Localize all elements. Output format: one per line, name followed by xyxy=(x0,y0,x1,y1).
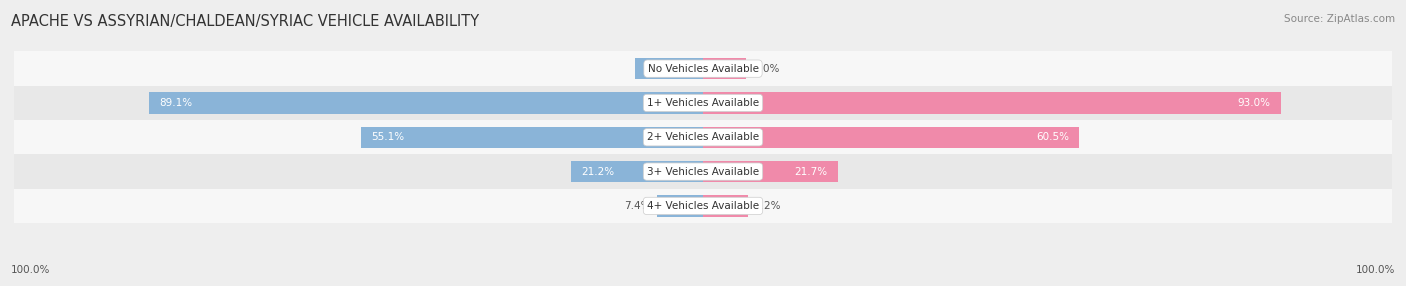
Text: 55.1%: 55.1% xyxy=(371,132,404,142)
Text: 7.2%: 7.2% xyxy=(755,201,780,211)
Bar xyxy=(657,195,703,217)
Bar xyxy=(14,86,1392,120)
Text: 100.0%: 100.0% xyxy=(11,265,51,275)
Bar xyxy=(634,58,703,79)
Text: 2+ Vehicles Available: 2+ Vehicles Available xyxy=(647,132,759,142)
Text: 21.7%: 21.7% xyxy=(794,167,828,176)
Text: Source: ZipAtlas.com: Source: ZipAtlas.com xyxy=(1284,14,1395,24)
Bar xyxy=(14,154,1392,189)
Text: 11.0%: 11.0% xyxy=(645,64,678,74)
Text: 60.5%: 60.5% xyxy=(1036,132,1069,142)
Text: 1+ Vehicles Available: 1+ Vehicles Available xyxy=(647,98,759,108)
Text: 7.0%: 7.0% xyxy=(754,64,780,74)
Text: No Vehicles Available: No Vehicles Available xyxy=(648,64,758,74)
Bar xyxy=(14,51,1392,86)
Bar xyxy=(703,127,1078,148)
Bar xyxy=(571,161,703,182)
Bar xyxy=(149,92,703,114)
Text: 89.1%: 89.1% xyxy=(159,98,193,108)
Bar xyxy=(14,120,1392,154)
Text: 3+ Vehicles Available: 3+ Vehicles Available xyxy=(647,167,759,176)
Bar xyxy=(703,161,838,182)
Text: 7.4%: 7.4% xyxy=(624,201,650,211)
Bar xyxy=(703,58,747,79)
Bar xyxy=(14,189,1392,223)
Text: 21.2%: 21.2% xyxy=(582,167,614,176)
Bar xyxy=(703,195,748,217)
Bar xyxy=(703,92,1281,114)
Text: 4+ Vehicles Available: 4+ Vehicles Available xyxy=(647,201,759,211)
Bar xyxy=(360,127,703,148)
Text: 100.0%: 100.0% xyxy=(1355,265,1395,275)
Text: 93.0%: 93.0% xyxy=(1237,98,1271,108)
Text: APACHE VS ASSYRIAN/CHALDEAN/SYRIAC VEHICLE AVAILABILITY: APACHE VS ASSYRIAN/CHALDEAN/SYRIAC VEHIC… xyxy=(11,14,479,29)
